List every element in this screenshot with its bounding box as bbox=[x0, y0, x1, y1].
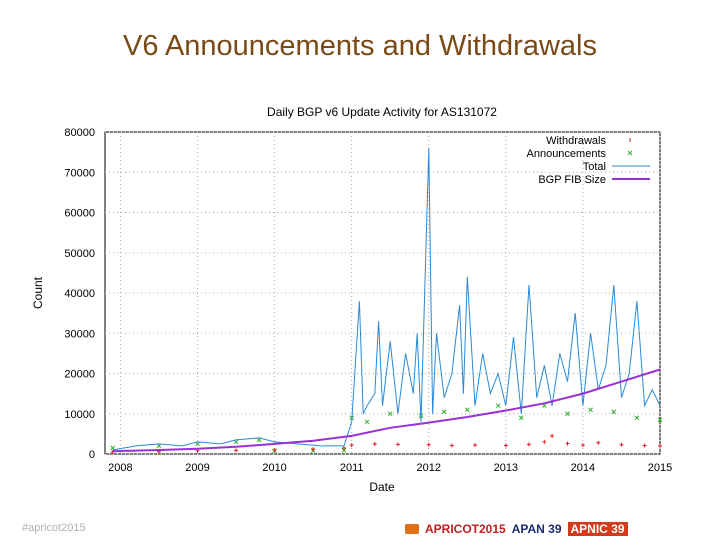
x-tick-label: 2010 bbox=[262, 462, 286, 474]
withdrawal-point bbox=[565, 441, 570, 446]
legend-marker-announcements bbox=[627, 150, 633, 156]
withdrawal-point bbox=[272, 447, 277, 452]
announcement-point bbox=[611, 409, 617, 415]
y-tick-label: 60000 bbox=[64, 208, 95, 220]
chart-title: Daily BGP v6 Update Activity for AS13107… bbox=[267, 105, 497, 119]
withdrawal-point bbox=[372, 441, 377, 446]
withdrawal-point bbox=[503, 443, 508, 448]
legend-label: Withdrawals bbox=[546, 135, 606, 147]
apricot-logo-icon bbox=[405, 524, 419, 534]
withdrawal-point bbox=[449, 443, 454, 448]
y-tick-label: 80000 bbox=[64, 127, 95, 139]
withdrawal-point bbox=[542, 439, 547, 444]
series-line-total bbox=[112, 148, 661, 451]
withdrawal-point bbox=[526, 442, 531, 447]
withdrawal-point bbox=[341, 445, 346, 450]
x-tick-label: 2012 bbox=[417, 462, 441, 474]
y-tick-label: 30000 bbox=[64, 328, 95, 340]
x-tick-label: 2008 bbox=[108, 462, 132, 474]
y-axis-ticks: 0 10000 20000 30000 40000 50000 60000 70000 8000… bbox=[64, 127, 95, 461]
footer-logos: APRICOT2015 APAN 39 APNIC 39 bbox=[405, 520, 628, 538]
y-tick-label: 10000 bbox=[64, 409, 95, 421]
y-tick-label: 40000 bbox=[64, 288, 95, 300]
announcement-point bbox=[495, 403, 501, 409]
apricot-logo: APRICOT2015 bbox=[425, 522, 506, 536]
apan-logo: APAN 39 bbox=[511, 522, 562, 536]
announcement-point bbox=[565, 411, 570, 417]
legend-label: BGP FIB Size bbox=[538, 174, 606, 186]
announcement-point bbox=[657, 417, 663, 423]
footer-hashtag: #apricot2015 bbox=[22, 522, 86, 534]
y-tick-label: 0 bbox=[89, 449, 95, 461]
announcement-point bbox=[634, 415, 640, 421]
series-line-bgp-fib-size bbox=[112, 368, 661, 453]
bgp-update-chart: Daily BGP v6 Update Activity for AS13107… bbox=[31, 105, 672, 494]
withdrawal-point bbox=[550, 433, 555, 438]
withdrawal-point bbox=[349, 443, 354, 448]
withdrawal-point bbox=[311, 447, 316, 452]
withdrawal-point bbox=[234, 448, 239, 453]
grid bbox=[105, 131, 661, 455]
y-tick-label: 20000 bbox=[64, 369, 95, 381]
x-tick-label: 2013 bbox=[494, 462, 518, 474]
withdrawal-point bbox=[619, 442, 624, 447]
x-axis-label: Date bbox=[369, 480, 395, 494]
x-tick-label: 2011 bbox=[340, 462, 364, 474]
announcement-point bbox=[464, 407, 470, 413]
withdrawal-point bbox=[642, 443, 647, 448]
announcement-point bbox=[387, 411, 393, 417]
apnic-logo: APNIC 39 bbox=[567, 522, 628, 536]
legend-label: Announcements bbox=[527, 148, 607, 160]
announcement-point bbox=[441, 409, 447, 415]
announcement-point bbox=[588, 407, 593, 413]
withdrawal-point bbox=[473, 443, 477, 448]
withdrawal-point bbox=[596, 440, 601, 445]
x-tick-label: 2015 bbox=[648, 462, 672, 474]
x-tick-label: 2014 bbox=[571, 462, 595, 474]
announcement-point bbox=[156, 443, 162, 449]
withdrawal-point bbox=[580, 443, 585, 448]
slide-title: V6 Announcements and Withdrawals bbox=[123, 30, 597, 62]
withdrawal-point bbox=[658, 443, 662, 448]
legend-label: Total bbox=[583, 161, 606, 173]
y-axis-label: Count bbox=[31, 276, 45, 309]
y-tick-label: 70000 bbox=[64, 167, 95, 179]
y-tick-label: 50000 bbox=[64, 248, 95, 260]
announcement-point bbox=[518, 415, 524, 421]
series-layer bbox=[110, 148, 663, 454]
withdrawal-point bbox=[395, 442, 400, 447]
withdrawal-point bbox=[426, 442, 431, 447]
x-axis-ticks: 2008 2009 2010 2011 2012 2013 2014 2015 bbox=[108, 462, 672, 474]
announcement-point bbox=[364, 419, 370, 425]
x-tick-label: 2009 bbox=[185, 462, 209, 474]
announcement-point bbox=[341, 448, 347, 453]
